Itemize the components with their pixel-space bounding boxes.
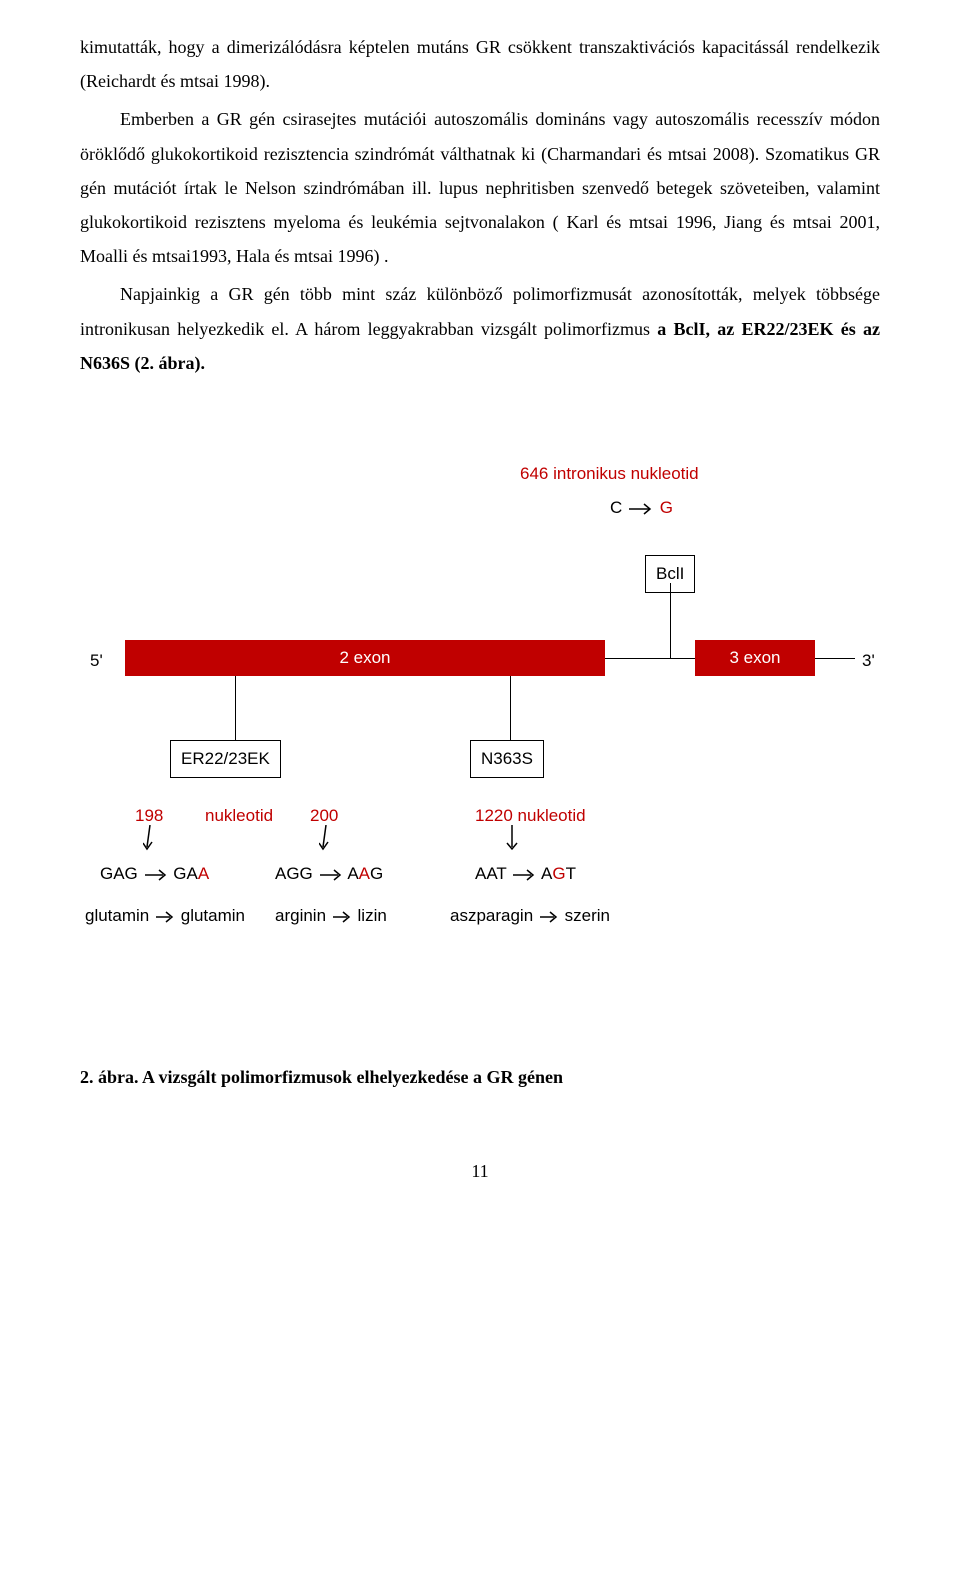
connector-line <box>510 676 511 740</box>
codon-from: AAT <box>475 864 507 883</box>
base-from: C <box>610 498 622 517</box>
codon-from: GAG <box>100 864 138 883</box>
codon-gag: GAG GAA <box>100 858 209 890</box>
amino-to: glutamin <box>181 906 245 925</box>
codon-aat: AAT AGT <box>475 858 576 890</box>
er2223ek-box: ER22/23EK <box>170 740 281 778</box>
diagram-title: 646 intronikus nukleotid <box>520 458 699 490</box>
arrow-right-icon <box>318 869 344 881</box>
text: Emberben a GR gén csirasejtes mutációi a… <box>80 109 880 266</box>
gene-diagram: 646 intronikus nukleotid C G BclI 5' 2 e… <box>80 440 880 1020</box>
amino-gag: glutamin glutamin <box>85 900 245 932</box>
caption-bold: 2. ábra. A vizsgált polimorfizmusok elhe… <box>80 1067 563 1087</box>
amino-to: lizin <box>358 906 387 925</box>
intron-line <box>605 658 695 659</box>
cg-substitution: C G <box>610 492 673 524</box>
body-paragraph-1: kimutatták, hogy a dimerizálódásra képte… <box>80 30 880 98</box>
five-prime-label: 5' <box>90 645 103 677</box>
arrow-down-icon <box>143 825 157 855</box>
codon-to: AGT <box>541 864 576 883</box>
trailing-line <box>815 658 855 659</box>
arrow-right-icon <box>627 503 655 515</box>
three-prime-label: 3' <box>862 645 875 677</box>
codon-from: AGG <box>275 864 313 883</box>
n363s-box: N363S <box>470 740 544 778</box>
exon-3: 3 exon <box>695 640 815 676</box>
page-number: 11 <box>80 1154 880 1188</box>
connector-line <box>670 583 671 658</box>
amino-from: arginin <box>275 906 326 925</box>
amino-aat: aszparagin szerin <box>450 900 610 932</box>
codon-agg: AGG AAG <box>275 858 383 890</box>
amino-from: aszparagin <box>450 906 533 925</box>
connector-line <box>235 676 236 740</box>
arrow-right-icon <box>538 911 560 923</box>
codon-to: AAG <box>347 864 383 883</box>
amino-to: szerin <box>565 906 610 925</box>
arrow-right-icon <box>154 911 176 923</box>
body-paragraph-2: Napjainkig a GR gén több mint száz külön… <box>80 277 880 380</box>
base-to: G <box>660 498 673 517</box>
pos-1220: 1220 nukleotid <box>475 800 586 832</box>
exon-2: 2 exon <box>125 640 605 676</box>
amino-from: glutamin <box>85 906 149 925</box>
arrow-right-icon <box>511 869 537 881</box>
figure-caption: 2. ábra. A vizsgált polimorfizmusok elhe… <box>80 1060 880 1094</box>
arrow-right-icon <box>143 869 169 881</box>
text: kimutatták, hogy a dimerizálódásra képte… <box>80 37 880 91</box>
arrow-right-icon <box>331 911 353 923</box>
arrow-down-icon <box>505 825 519 855</box>
codon-to: GAA <box>173 864 209 883</box>
nukleotid-label: nukleotid <box>205 800 273 832</box>
arrow-down-icon <box>319 825 333 855</box>
amino-agg: arginin lizin <box>275 900 387 932</box>
body-paragraph-1b: Emberben a GR gén csirasejtes mutációi a… <box>80 102 880 273</box>
